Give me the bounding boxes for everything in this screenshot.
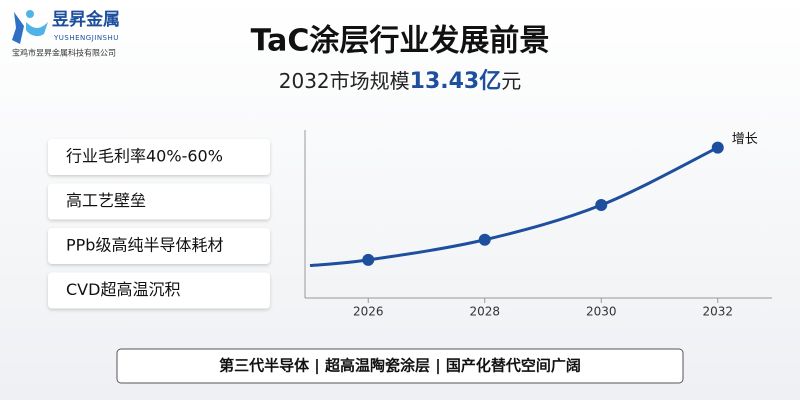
x-tick-label: 2030	[586, 305, 617, 319]
point	[711, 141, 724, 154]
subtitle-prefix: 2032市场规模	[279, 69, 410, 93]
logo-romanized: YUSHENGJINSHU	[53, 34, 119, 42]
subtitle: 2032市场规模13.43亿元	[279, 69, 522, 95]
x-tick-label: 2026	[353, 305, 384, 319]
series-label: 增长	[732, 132, 758, 147]
feature-text: 高工艺壁垒	[66, 191, 146, 210]
feature-text: 行业毛利率40%-60%	[66, 147, 223, 166]
footer-text: 第三代半导体 | 超高温陶瓷涂层 | 国产化替代空间广阔	[219, 357, 581, 376]
feature-text: PPb级高纯半导体耗材	[66, 236, 223, 255]
point	[362, 253, 375, 266]
feature-card	[48, 228, 270, 264]
feature-card	[48, 139, 270, 175]
logo-icon	[12, 10, 48, 44]
feature-card	[48, 183, 270, 220]
subtitle-highlight: 13.43亿	[410, 69, 502, 94]
logo-company: 宝鸡市昱昇金属科技有限公司	[12, 48, 116, 58]
feature-text: CVD超高温沉积	[66, 280, 180, 299]
point	[595, 199, 608, 212]
x-tick-label: 2028	[469, 305, 500, 319]
point	[478, 233, 491, 246]
title: TaC涂层行业发展前景	[251, 24, 550, 59]
logo-name: 昱昇金属	[52, 9, 120, 30]
x-tick-label: 2032	[702, 305, 733, 319]
subtitle-suffix: 元	[501, 69, 521, 93]
footer-box	[116, 348, 684, 384]
feature-card	[48, 272, 270, 309]
